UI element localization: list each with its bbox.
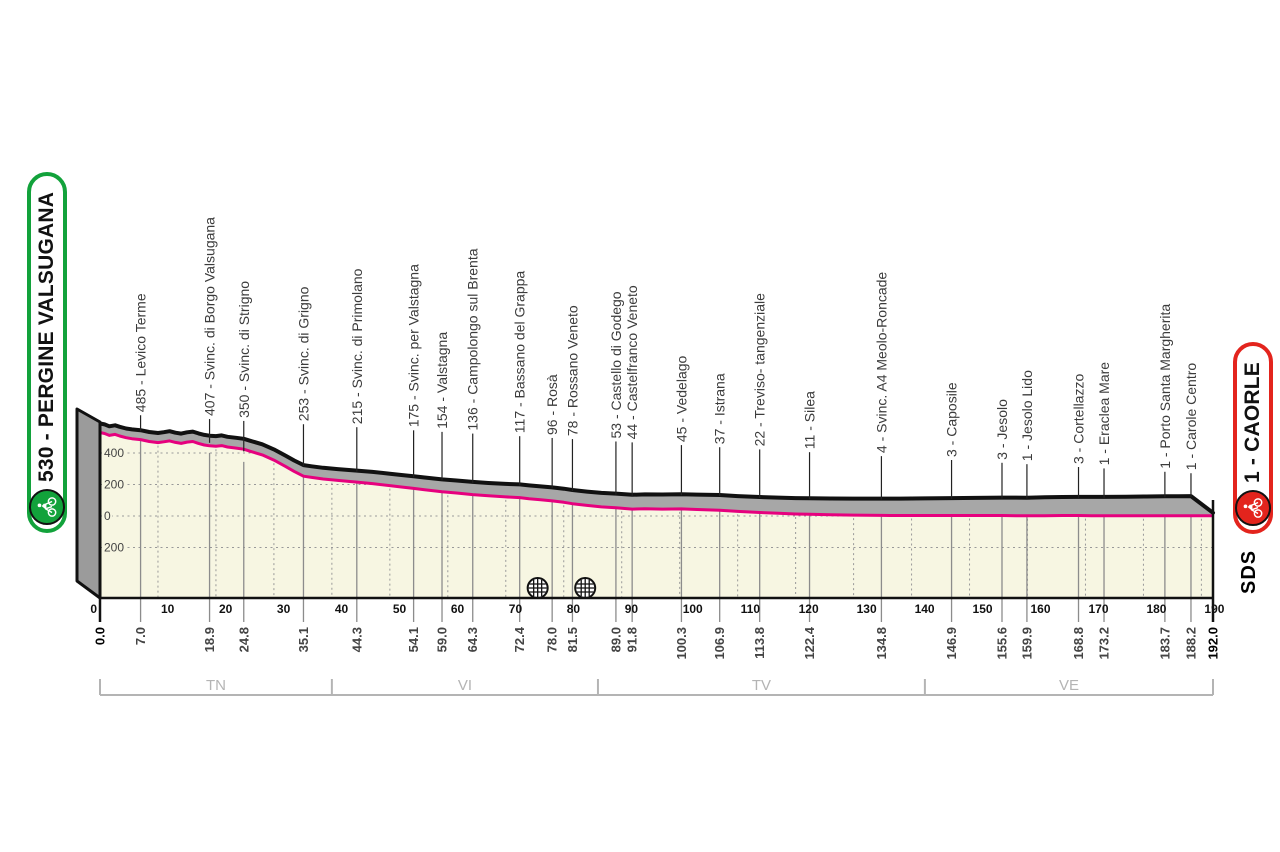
level-crossing-icon [574,577,597,599]
distance-label: 113.8 [752,627,767,659]
distance-label: 91.8 [625,627,640,652]
km-tick-label: 160 [1031,602,1051,616]
km-tick-label: 80 [567,602,581,616]
waypoint-label: 78 - Rossano Veneto [564,305,580,436]
y-axis-label: 200 [104,541,124,555]
finish-badge: 1 - CAORLE [1233,341,1273,534]
distance-label: 122.4 [802,626,817,659]
y-axis-label: 0 [104,509,111,523]
km-tick-label: 130 [857,602,877,616]
distance-label: 44.3 [349,627,364,652]
elevation-panel-3d [75,407,102,600]
km-tick-label: 20 [219,602,233,616]
km-tick-label: 180 [1146,602,1166,616]
km-tick-label: 0 [90,602,97,616]
distance-label: 59.0 [435,627,450,652]
waypoint-label: 4 - Svinc. A4 Meolo-Roncade [873,272,889,454]
waypoint-label: 485 - Levico Terme [133,293,149,412]
start-badge-label: 530 - PERGINE VALSUGANA [35,191,58,482]
km-tick-label: 50 [393,602,407,616]
distance-label: 81.5 [565,627,580,652]
province-label: VI [458,677,472,694]
distance-label: 134.8 [874,627,889,660]
km-tick-label: 140 [915,602,935,616]
cyclist-icon [1235,490,1271,526]
waypoint-label: 136 - Campolongo sul Brenta [465,248,481,430]
y-axis-label: 200 [104,478,124,492]
km-tick-label: 70 [509,602,523,616]
waypoint-label: 96 - Rosà [544,374,560,435]
waypoint-label: 253 - Svinc. di Grigno [295,286,311,421]
waypoint-label: 53 - Castello di Godego [608,291,624,438]
waypoint-label: 44 - Castelfranco Veneto [624,285,640,439]
finish-badge-label: 1 - CAORLE [1241,361,1264,483]
province-label: TV [752,677,771,694]
profile-top-edge [98,421,1215,515]
cyclist-icon [37,497,57,517]
distance-label: 100.3 [674,627,689,660]
waypoint-label: 3 - Caposile [944,382,960,457]
distance-label: 155.6 [994,627,1009,660]
level-crossing-icon [526,577,549,599]
km-tick-label: 10 [161,602,175,616]
distance-label: 0.0 [93,627,108,645]
waypoint-label: 11 - Silea [802,391,818,449]
distance-label: 18.9 [202,627,217,652]
distance-label: 159.9 [1019,627,1034,660]
waypoint-label: 3 - Jesolo [994,399,1010,460]
distance-label: 54.1 [406,627,421,652]
waypoint-label: 1 - Jesolo Lido [1019,370,1035,461]
province-label: TN [206,677,226,694]
profile-area [100,432,1213,598]
sds-logo: SDS [1238,549,1260,594]
waypoint-label: 45 - Vedelago [673,355,689,442]
waypoint-label: 117 - Bassano del Grappa [512,271,528,434]
distance-label: 192.0 [1206,627,1221,660]
km-tick-label: 190 [1204,602,1224,616]
km-tick-label: 40 [335,602,349,616]
province-label: VE [1059,677,1079,694]
waypoint-label: 22 - Treviso- tangenziale [752,293,768,447]
distance-label: 168.8 [1071,627,1086,660]
waypoint-label: 175 - Svinc. per Valstagna [406,264,422,427]
start-badge: 530 - PERGINE VALSUGANA [27,171,67,533]
distance-label: 173.2 [1097,627,1112,660]
km-tick-label: 90 [625,602,639,616]
km-tick-label: 30 [277,602,291,616]
cyclist-icon [29,489,65,525]
waypoint-label: 1 - Porto Santa Margherita [1157,304,1173,469]
distance-label: 7.0 [133,627,148,645]
distance-label: 35.1 [296,627,311,652]
distance-label: 146.9 [944,627,959,660]
km-tick-label: 60 [451,602,465,616]
km-tick-label: 110 [741,602,761,616]
distance-label: 24.8 [236,627,251,652]
distance-label: 183.7 [1157,627,1172,660]
km-tick-label: 100 [683,602,703,616]
waypoint-label: 1 - Eraclea Mare [1096,362,1112,466]
distance-label: 72.4 [512,626,527,652]
waypoint-label: 1 - Carole Centro [1183,363,1199,471]
km-tick-label: 120 [799,602,819,616]
waypoint-label: 215 - Svinc. di Primolano [349,268,365,424]
y-axis-label: 400 [104,446,124,460]
distance-label: 64.3 [465,627,480,652]
waypoint-label: 350 - Svinc. di Strigno [236,281,252,418]
distance-label: 106.9 [712,627,727,660]
distance-label: 78.0 [545,627,560,652]
province-bracket: TN VI TV VE [99,677,1214,696]
waypoint-label: 154 - Valstagna [434,332,450,429]
distance-label: 188.2 [1183,627,1198,660]
profile-line [99,431,1213,518]
waypoint-label: 407 - Svinc. di Borgo Valsugana [202,217,218,416]
cyclist-icon [1243,498,1263,518]
km-tick-label: 170 [1088,602,1108,616]
km-tick-label: 150 [973,602,993,616]
waypoint-label: 3 - Cortellazzo [1071,374,1087,464]
distance-label: 89.0 [608,627,623,652]
waypoint-label: 37 - Istrana [712,373,728,444]
